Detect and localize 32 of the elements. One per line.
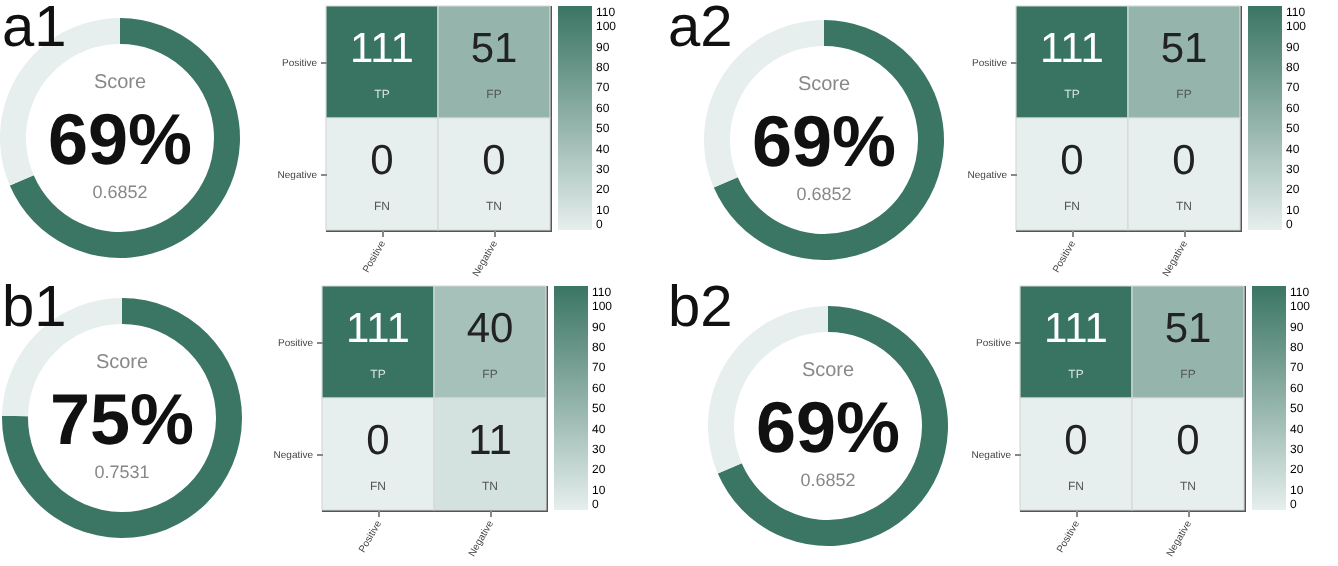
- text: Score: [801, 360, 855, 382]
- text: 0.6852: [800, 470, 856, 490]
- data-label: 0: [482, 138, 506, 184]
- chart-title: b1: [2, 276, 67, 340]
- text: 0.6852: [796, 184, 852, 204]
- text: 69%: [751, 100, 897, 182]
- data-label: 11: [468, 418, 512, 464]
- data-label: 111: [346, 306, 410, 352]
- data-label: 111: [1040, 26, 1104, 72]
- data-label: 0: [1172, 138, 1196, 184]
- text: 69%: [755, 386, 901, 468]
- chart-title: a2: [668, 0, 733, 60]
- data-label: 51: [1164, 306, 1212, 352]
- chart-title: a1: [2, 0, 67, 60]
- data-label: 111: [1044, 306, 1108, 352]
- text: 69%: [47, 98, 193, 180]
- data-label: 0: [366, 418, 390, 464]
- text: Score: [797, 74, 851, 96]
- text: 75%: [49, 378, 195, 460]
- chart-title: b2: [668, 276, 733, 340]
- data-label: 40: [466, 306, 514, 352]
- data-label: 51: [1160, 26, 1208, 72]
- data-label: 51: [470, 26, 518, 72]
- text: Score: [93, 72, 147, 94]
- text: 0.6852: [92, 182, 148, 202]
- text: Score: [95, 352, 149, 374]
- data-label: 111: [350, 26, 414, 72]
- text: 0.7531: [94, 462, 150, 482]
- data-label: 0: [1064, 418, 1088, 464]
- data-label: 0: [370, 138, 394, 184]
- data-label: 0: [1060, 138, 1084, 184]
- data-label: 0: [1176, 418, 1200, 464]
